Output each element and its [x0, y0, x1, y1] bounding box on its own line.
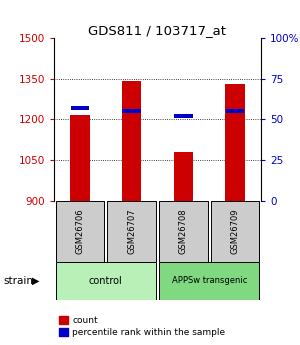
Text: control: control	[89, 276, 123, 286]
Text: ▶: ▶	[32, 276, 39, 286]
Text: APPSw transgenic: APPSw transgenic	[172, 276, 247, 285]
Text: GSM26706: GSM26706	[75, 208, 84, 254]
Bar	[159, 262, 260, 300]
Bar	[122, 81, 142, 201]
Text: strain: strain	[3, 276, 33, 286]
Legend: count, percentile rank within the sample: count, percentile rank within the sample	[58, 316, 225, 337]
Bar	[107, 201, 156, 262]
Bar	[122, 109, 141, 113]
Text: GSM26708: GSM26708	[179, 208, 188, 254]
Bar	[174, 114, 193, 118]
Bar	[56, 262, 156, 300]
Text: GSM26707: GSM26707	[127, 208, 136, 254]
Bar	[211, 201, 260, 262]
Bar	[159, 201, 208, 262]
Bar	[226, 109, 244, 113]
Bar	[173, 152, 193, 201]
Bar	[56, 201, 104, 262]
Bar	[70, 115, 90, 201]
Bar	[225, 84, 245, 201]
Text: GSM26709: GSM26709	[231, 208, 240, 254]
Title: GDS811 / 103717_at: GDS811 / 103717_at	[88, 24, 226, 37]
Bar	[70, 106, 89, 110]
